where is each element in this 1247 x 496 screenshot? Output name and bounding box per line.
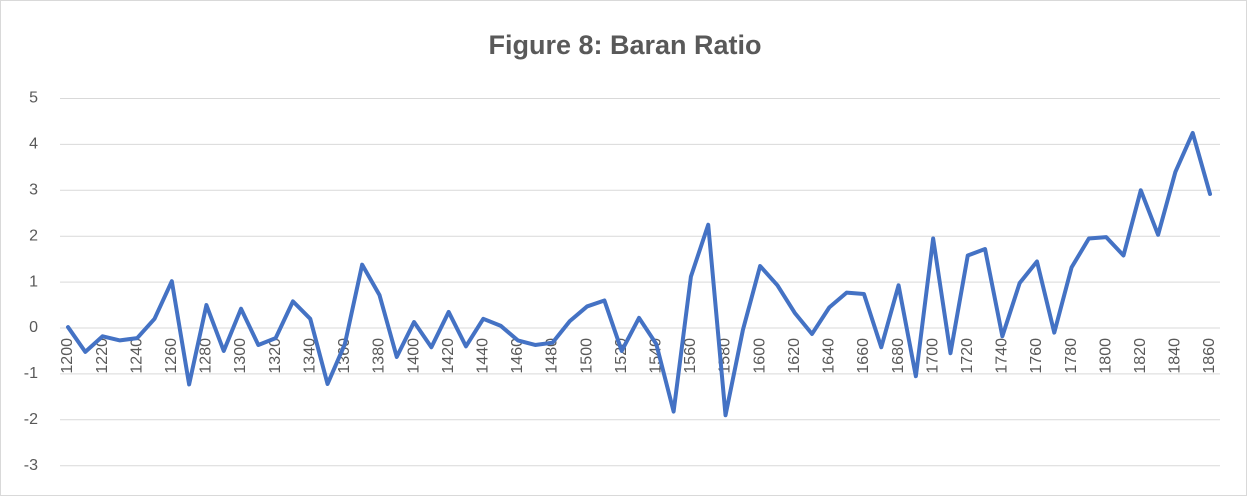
- y-tick-label: -3: [24, 457, 38, 474]
- chart-title: Figure 8: Baran Ratio: [488, 30, 761, 60]
- x-tick-label: 1700: [924, 338, 941, 374]
- y-tick-label: 3: [29, 182, 38, 199]
- x-tick-label: 1420: [440, 338, 457, 374]
- x-tick-label: 1400: [405, 338, 422, 374]
- x-tick-label: 1460: [509, 338, 526, 374]
- x-tick-label: 1760: [1028, 338, 1045, 374]
- x-tick-label: 1800: [1097, 338, 1114, 374]
- x-tick-label: 1840: [1167, 338, 1184, 374]
- x-tick-label: 1660: [855, 338, 872, 374]
- x-tick-label: 1600: [751, 338, 768, 374]
- x-tick-label: 1340: [301, 338, 318, 374]
- x-tick-label: 1440: [474, 338, 491, 374]
- x-tick-label: 1820: [1132, 338, 1149, 374]
- x-tick-label: 1260: [163, 338, 180, 374]
- x-tick-label: 1320: [267, 338, 284, 374]
- x-tick-label: 1860: [1201, 338, 1218, 374]
- x-tick-label: 1640: [821, 338, 838, 374]
- x-tick-label: 1380: [371, 338, 388, 374]
- x-tick-label: 1560: [682, 338, 699, 374]
- x-tick-label: 1620: [786, 338, 803, 374]
- x-tick-label: 1280: [198, 338, 215, 374]
- y-tick-label: 4: [29, 136, 38, 153]
- x-tick-label: 1300: [232, 338, 249, 374]
- y-tick-label: 1: [29, 273, 38, 290]
- x-tick-label: 1720: [959, 338, 976, 374]
- y-tick-label: 2: [29, 227, 38, 244]
- data-line: [66, 130, 1212, 418]
- y-tick-label: 0: [29, 319, 38, 336]
- x-tick-label: 1680: [890, 338, 907, 374]
- x-tick-label: 1200: [59, 338, 76, 374]
- x-tick-label: 1780: [1063, 338, 1080, 374]
- x-tick-label: 1360: [336, 338, 353, 374]
- x-tick-label: 1220: [94, 338, 111, 374]
- x-tick-label: 1240: [128, 338, 145, 374]
- y-tick-label: -2: [24, 411, 38, 428]
- y-tick-label: -1: [24, 365, 38, 382]
- x-tick-label: 1740: [994, 338, 1011, 374]
- x-tick-label: 1500: [578, 338, 595, 374]
- x-tick-label: 1480: [544, 338, 561, 374]
- y-tick-label: 5: [29, 90, 38, 107]
